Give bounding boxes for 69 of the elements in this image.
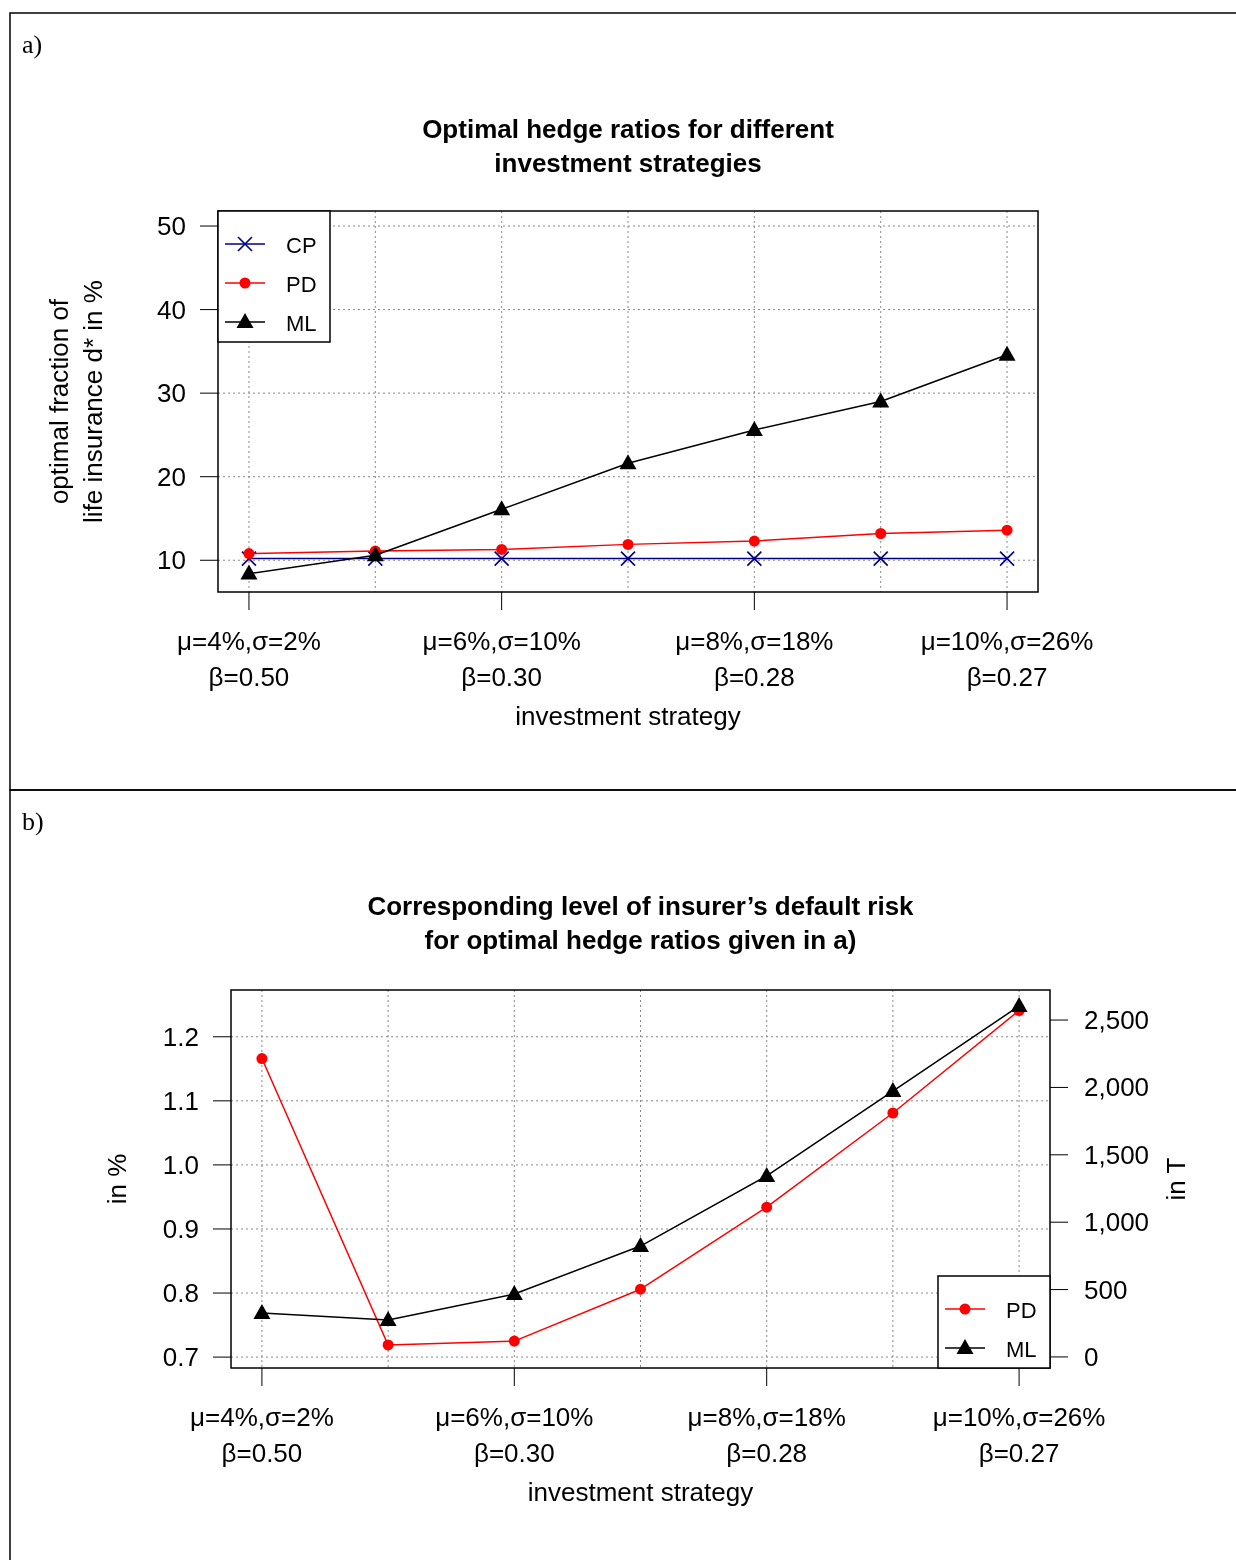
text: a): [22, 30, 43, 59]
legend-label: PD: [286, 272, 317, 297]
point: [379, 1311, 397, 1327]
text: b): [22, 807, 44, 836]
point: [884, 1082, 902, 1098]
y2-axis-title: in T: [1161, 1157, 1191, 1201]
y-tick-label: 1.0: [162, 1149, 199, 1180]
point: [493, 500, 511, 516]
x-tick-label: μ=4%,σ=2% β=0.50: [177, 626, 321, 692]
x-tick-label: μ=8%,σ=18% β=0.28: [687, 1402, 846, 1468]
y-tick-label: 1.2: [162, 1021, 199, 1052]
y-tick-label: 40: [157, 294, 186, 325]
chart-title: Corresponding level of insurer’s default risk for optimal hedge ratios given in a): [367, 891, 915, 955]
y-tick-label: 50: [157, 211, 186, 242]
legend-label: ML: [286, 311, 317, 336]
point: [758, 1166, 776, 1182]
point: [508, 1335, 520, 1347]
y-tick-label: 20: [157, 461, 186, 492]
point: [872, 392, 890, 408]
point: [1001, 524, 1013, 536]
point: [622, 538, 634, 550]
point: [240, 564, 258, 580]
y-tick-label: 10: [157, 545, 186, 576]
point: [619, 454, 637, 470]
y-tick-label: 30: [157, 378, 186, 409]
point: [748, 535, 760, 547]
x-axis-title: investment strategy: [527, 1477, 754, 1507]
legend-label: PD: [1006, 1298, 1037, 1323]
chart-title: Optimal hedge ratios for different investment strategies: [422, 114, 835, 178]
point: [872, 550, 889, 567]
point: [241, 550, 257, 567]
point: [496, 543, 508, 555]
x-tick-label: μ=10%,σ=26% β=0.27: [932, 1402, 1106, 1468]
point: [253, 1304, 271, 1320]
point: [256, 1053, 268, 1065]
legend-label: ML: [1006, 1337, 1037, 1362]
y2-tick-label: 2,500: [1084, 1005, 1150, 1036]
y-tick-label: 0.9: [162, 1213, 199, 1244]
y-tick-label: 1.1: [162, 1085, 199, 1116]
y2-tick-label: 1,500: [1084, 1139, 1150, 1170]
point: [745, 420, 763, 436]
point: [998, 345, 1016, 361]
y2-tick-label: 0: [1084, 1341, 1099, 1372]
point: [493, 550, 510, 567]
y-tick-label: 0.8: [162, 1278, 199, 1309]
point: [635, 1283, 646, 1295]
y-axis-title: in %: [102, 1153, 132, 1205]
point: [1010, 997, 1028, 1013]
y2-tick-label: 1,000: [1084, 1207, 1150, 1238]
point: [887, 1107, 899, 1119]
legend-label: CP: [286, 233, 317, 258]
point: [875, 528, 887, 540]
point: [382, 1339, 394, 1351]
x-tick-label: μ=10%,σ=26% β=0.27: [920, 626, 1094, 692]
point: [746, 550, 763, 567]
point: [999, 550, 1015, 567]
y2-tick-label: 500: [1084, 1274, 1128, 1305]
point: [620, 550, 636, 567]
point: [761, 1201, 773, 1213]
y-tick-label: 0.7: [162, 1342, 199, 1373]
point: [366, 546, 384, 562]
y2-tick-label: 2,000: [1084, 1072, 1150, 1103]
point: [243, 548, 255, 560]
x-tick-label: μ=4%,σ=2% β=0.50: [190, 1402, 334, 1468]
x-axis-title: investment strategy: [515, 701, 741, 731]
y-axis-title: optimal fraction of life insurance d* in %: [44, 280, 108, 523]
x-tick-label: μ=8%,σ=18% β=0.28: [675, 626, 834, 692]
point: [632, 1237, 649, 1253]
point: [505, 1285, 523, 1301]
